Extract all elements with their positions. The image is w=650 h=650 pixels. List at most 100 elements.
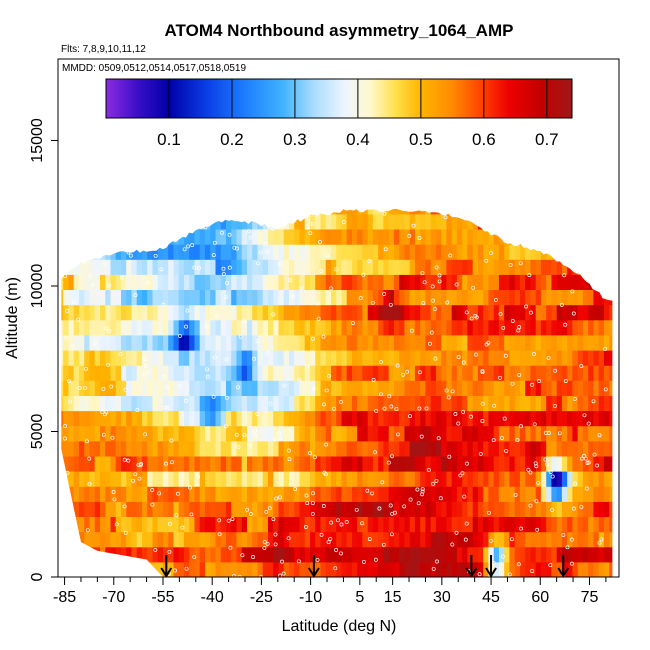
sample-marker xyxy=(101,386,106,391)
heatmap-cell xyxy=(121,274,127,290)
heatmap-cell xyxy=(220,350,227,366)
heatmap-cell xyxy=(189,440,195,457)
heatmap-cell xyxy=(540,455,547,472)
heatmap-cell xyxy=(493,208,500,215)
heatmap-cell xyxy=(341,516,348,533)
heatmap-cell xyxy=(189,229,195,245)
heatmap-cell xyxy=(372,561,379,578)
sample-marker xyxy=(468,414,473,419)
heatmap-cell xyxy=(346,319,353,336)
heatmap-cell xyxy=(435,471,442,487)
sample-marker xyxy=(234,432,239,437)
sample-marker xyxy=(271,312,276,317)
heatmap-cell xyxy=(226,471,232,487)
heatmap-cell xyxy=(168,365,174,381)
heatmap-cell xyxy=(331,486,337,502)
heatmap-cell xyxy=(100,213,106,230)
heatmap-cell xyxy=(68,410,75,427)
heatmap-cell xyxy=(79,319,85,336)
sample-marker xyxy=(550,507,555,512)
heatmap-cell xyxy=(393,546,400,563)
heatmap-cell xyxy=(372,410,379,427)
heatmap-cell xyxy=(567,516,573,533)
sample-marker xyxy=(240,553,245,558)
heatmap-cell xyxy=(299,395,306,412)
heatmap-cell xyxy=(341,425,348,442)
heatmap-cell xyxy=(435,425,442,442)
heatmap-cell xyxy=(105,380,111,396)
heatmap-cell xyxy=(341,244,348,260)
heatmap-cell xyxy=(519,425,526,442)
heatmap-cell xyxy=(435,516,442,533)
heatmap-cell xyxy=(257,501,264,517)
heatmap-cell xyxy=(483,274,489,290)
heatmap-cell xyxy=(556,319,563,336)
heatmap-cell xyxy=(362,334,369,351)
heatmap-cell xyxy=(315,304,321,321)
heatmap-cell xyxy=(378,380,384,396)
heatmap-cell xyxy=(105,304,111,321)
heatmap-cell xyxy=(425,531,432,548)
heatmap-cell xyxy=(519,229,526,245)
heatmap-cell xyxy=(131,546,138,563)
heatmap-cell xyxy=(289,395,295,412)
heatmap-cell xyxy=(320,208,327,215)
heatmap-cell xyxy=(530,365,537,381)
heatmap-cell xyxy=(100,380,106,396)
heatmap-cell xyxy=(215,350,222,366)
sample-marker xyxy=(165,406,170,411)
heatmap-cell xyxy=(89,531,96,548)
heatmap-cell xyxy=(551,304,558,321)
heatmap-cell xyxy=(467,395,474,412)
heatmap-cell xyxy=(73,213,80,230)
heatmap-cell xyxy=(577,380,584,396)
heatmap-cell xyxy=(310,334,316,351)
heatmap-cell xyxy=(493,516,500,533)
heatmap-cell xyxy=(572,546,579,563)
heatmap-cell xyxy=(352,319,358,336)
heatmap-cell xyxy=(556,208,563,215)
heatmap-cell xyxy=(519,410,526,427)
heatmap-cell xyxy=(483,365,489,381)
heatmap-cell xyxy=(540,486,547,502)
heatmap-cell xyxy=(283,395,290,412)
heatmap-cell xyxy=(157,455,164,472)
heatmap-cell xyxy=(483,380,489,396)
heatmap-cell xyxy=(456,516,463,533)
heatmap-cell xyxy=(131,208,138,215)
sample-marker xyxy=(394,406,399,411)
heatmap-cell xyxy=(393,455,400,472)
sample-marker xyxy=(242,433,247,438)
heatmap-cell xyxy=(504,471,510,487)
heatmap-cell xyxy=(89,319,96,336)
heatmap-cell xyxy=(456,334,463,351)
heatmap-cell xyxy=(220,531,227,548)
heatmap-cell xyxy=(215,208,222,215)
heatmap-cell xyxy=(598,501,605,517)
heatmap-cell xyxy=(231,350,237,366)
heatmap-cell xyxy=(194,289,201,306)
heatmap-cell xyxy=(252,259,258,275)
heatmap-cell xyxy=(525,365,531,381)
heatmap-cell xyxy=(262,319,269,336)
heatmap-cell xyxy=(561,546,568,563)
heatmap-cell xyxy=(241,486,248,502)
heatmap-cell xyxy=(173,395,180,412)
heatmap-cell xyxy=(289,208,295,215)
heatmap-cell xyxy=(383,425,390,442)
heatmap-cell xyxy=(226,410,232,427)
heatmap-cell xyxy=(451,501,458,517)
heatmap-cell xyxy=(383,501,390,517)
heatmap-cell xyxy=(498,501,505,517)
heatmap-cell xyxy=(283,561,290,578)
heatmap-cell xyxy=(94,289,101,306)
heatmap-cell xyxy=(346,395,353,412)
heatmap-cell xyxy=(383,334,390,351)
heatmap-cell xyxy=(289,516,295,533)
heatmap-cell xyxy=(278,244,285,260)
heatmap-cell xyxy=(493,561,500,578)
heatmap-cell xyxy=(68,350,75,366)
heatmap-cell xyxy=(509,410,516,427)
heatmap-cell xyxy=(352,334,358,351)
heatmap-cell xyxy=(456,213,463,230)
